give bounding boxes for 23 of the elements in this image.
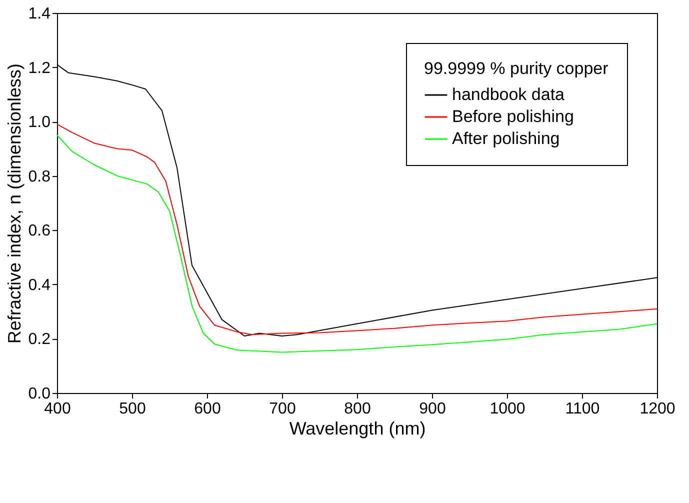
x-tick-label: 400 [44, 400, 71, 418]
y-tick-label: 0.0 [28, 386, 51, 402]
legend-label: Before polishing [452, 107, 574, 126]
y-tick-label: 0.6 [28, 222, 51, 240]
x-tick-label: 700 [269, 400, 296, 418]
y-tick-label: 1.2 [28, 60, 51, 77]
x-tick-label: 1100 [565, 400, 600, 418]
x-tick-label: 1200 [640, 400, 676, 418]
legend-title: 99.9999 % purity copper [424, 59, 609, 78]
x-tick-label: 600 [194, 400, 221, 418]
y-tick-label: 0.2 [28, 331, 51, 348]
y-tick-label: 0.4 [28, 276, 51, 294]
y-axis-title: Refractive index, n (dimensionless) [4, 63, 24, 344]
legend-label: After polishing [452, 129, 560, 148]
x-tick-label: 500 [119, 400, 146, 418]
y-tick-label: 1.4 [28, 6, 51, 22]
x-tick-label: 1000 [490, 400, 526, 418]
legend-label: handbook data [452, 85, 566, 104]
y-tick-label: 1.0 [28, 114, 51, 132]
y-tick-label: 0.8 [28, 168, 51, 186]
x-axis-title: Wavelength (nm) [289, 418, 426, 438]
x-tick-label: 800 [344, 400, 371, 418]
x-tick-label: 900 [419, 400, 446, 418]
